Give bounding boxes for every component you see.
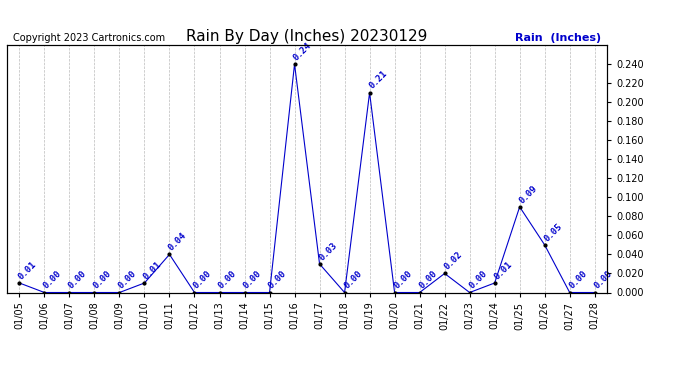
Text: 0.24: 0.24 <box>292 40 314 62</box>
Text: 0.21: 0.21 <box>367 69 388 91</box>
Text: 0.01: 0.01 <box>142 260 164 281</box>
Text: 0.00: 0.00 <box>342 269 364 291</box>
Text: Copyright 2023 Cartronics.com: Copyright 2023 Cartronics.com <box>13 33 165 42</box>
Text: Rain  (Inches): Rain (Inches) <box>515 33 601 42</box>
Text: 0.01: 0.01 <box>17 260 39 281</box>
Text: 0.00: 0.00 <box>267 269 288 291</box>
Text: 0.00: 0.00 <box>42 269 63 291</box>
Text: 0.00: 0.00 <box>92 269 114 291</box>
Text: 0.00: 0.00 <box>592 269 614 291</box>
Text: 0.00: 0.00 <box>217 269 239 291</box>
Text: 0.01: 0.01 <box>492 260 514 281</box>
Text: 0.00: 0.00 <box>467 269 489 291</box>
Text: 0.04: 0.04 <box>167 231 188 252</box>
Text: 0.02: 0.02 <box>442 250 464 272</box>
Title: Rain By Day (Inches) 20230129: Rain By Day (Inches) 20230129 <box>186 29 428 44</box>
Text: 0.00: 0.00 <box>242 269 264 291</box>
Text: 0.00: 0.00 <box>417 269 439 291</box>
Text: 0.00: 0.00 <box>392 269 414 291</box>
Text: 0.03: 0.03 <box>317 240 339 262</box>
Text: 0.00: 0.00 <box>117 269 139 291</box>
Text: 0.00: 0.00 <box>67 269 88 291</box>
Text: 0.00: 0.00 <box>192 269 214 291</box>
Text: 0.05: 0.05 <box>542 222 564 243</box>
Text: 0.09: 0.09 <box>518 183 539 205</box>
Text: 0.00: 0.00 <box>567 269 589 291</box>
